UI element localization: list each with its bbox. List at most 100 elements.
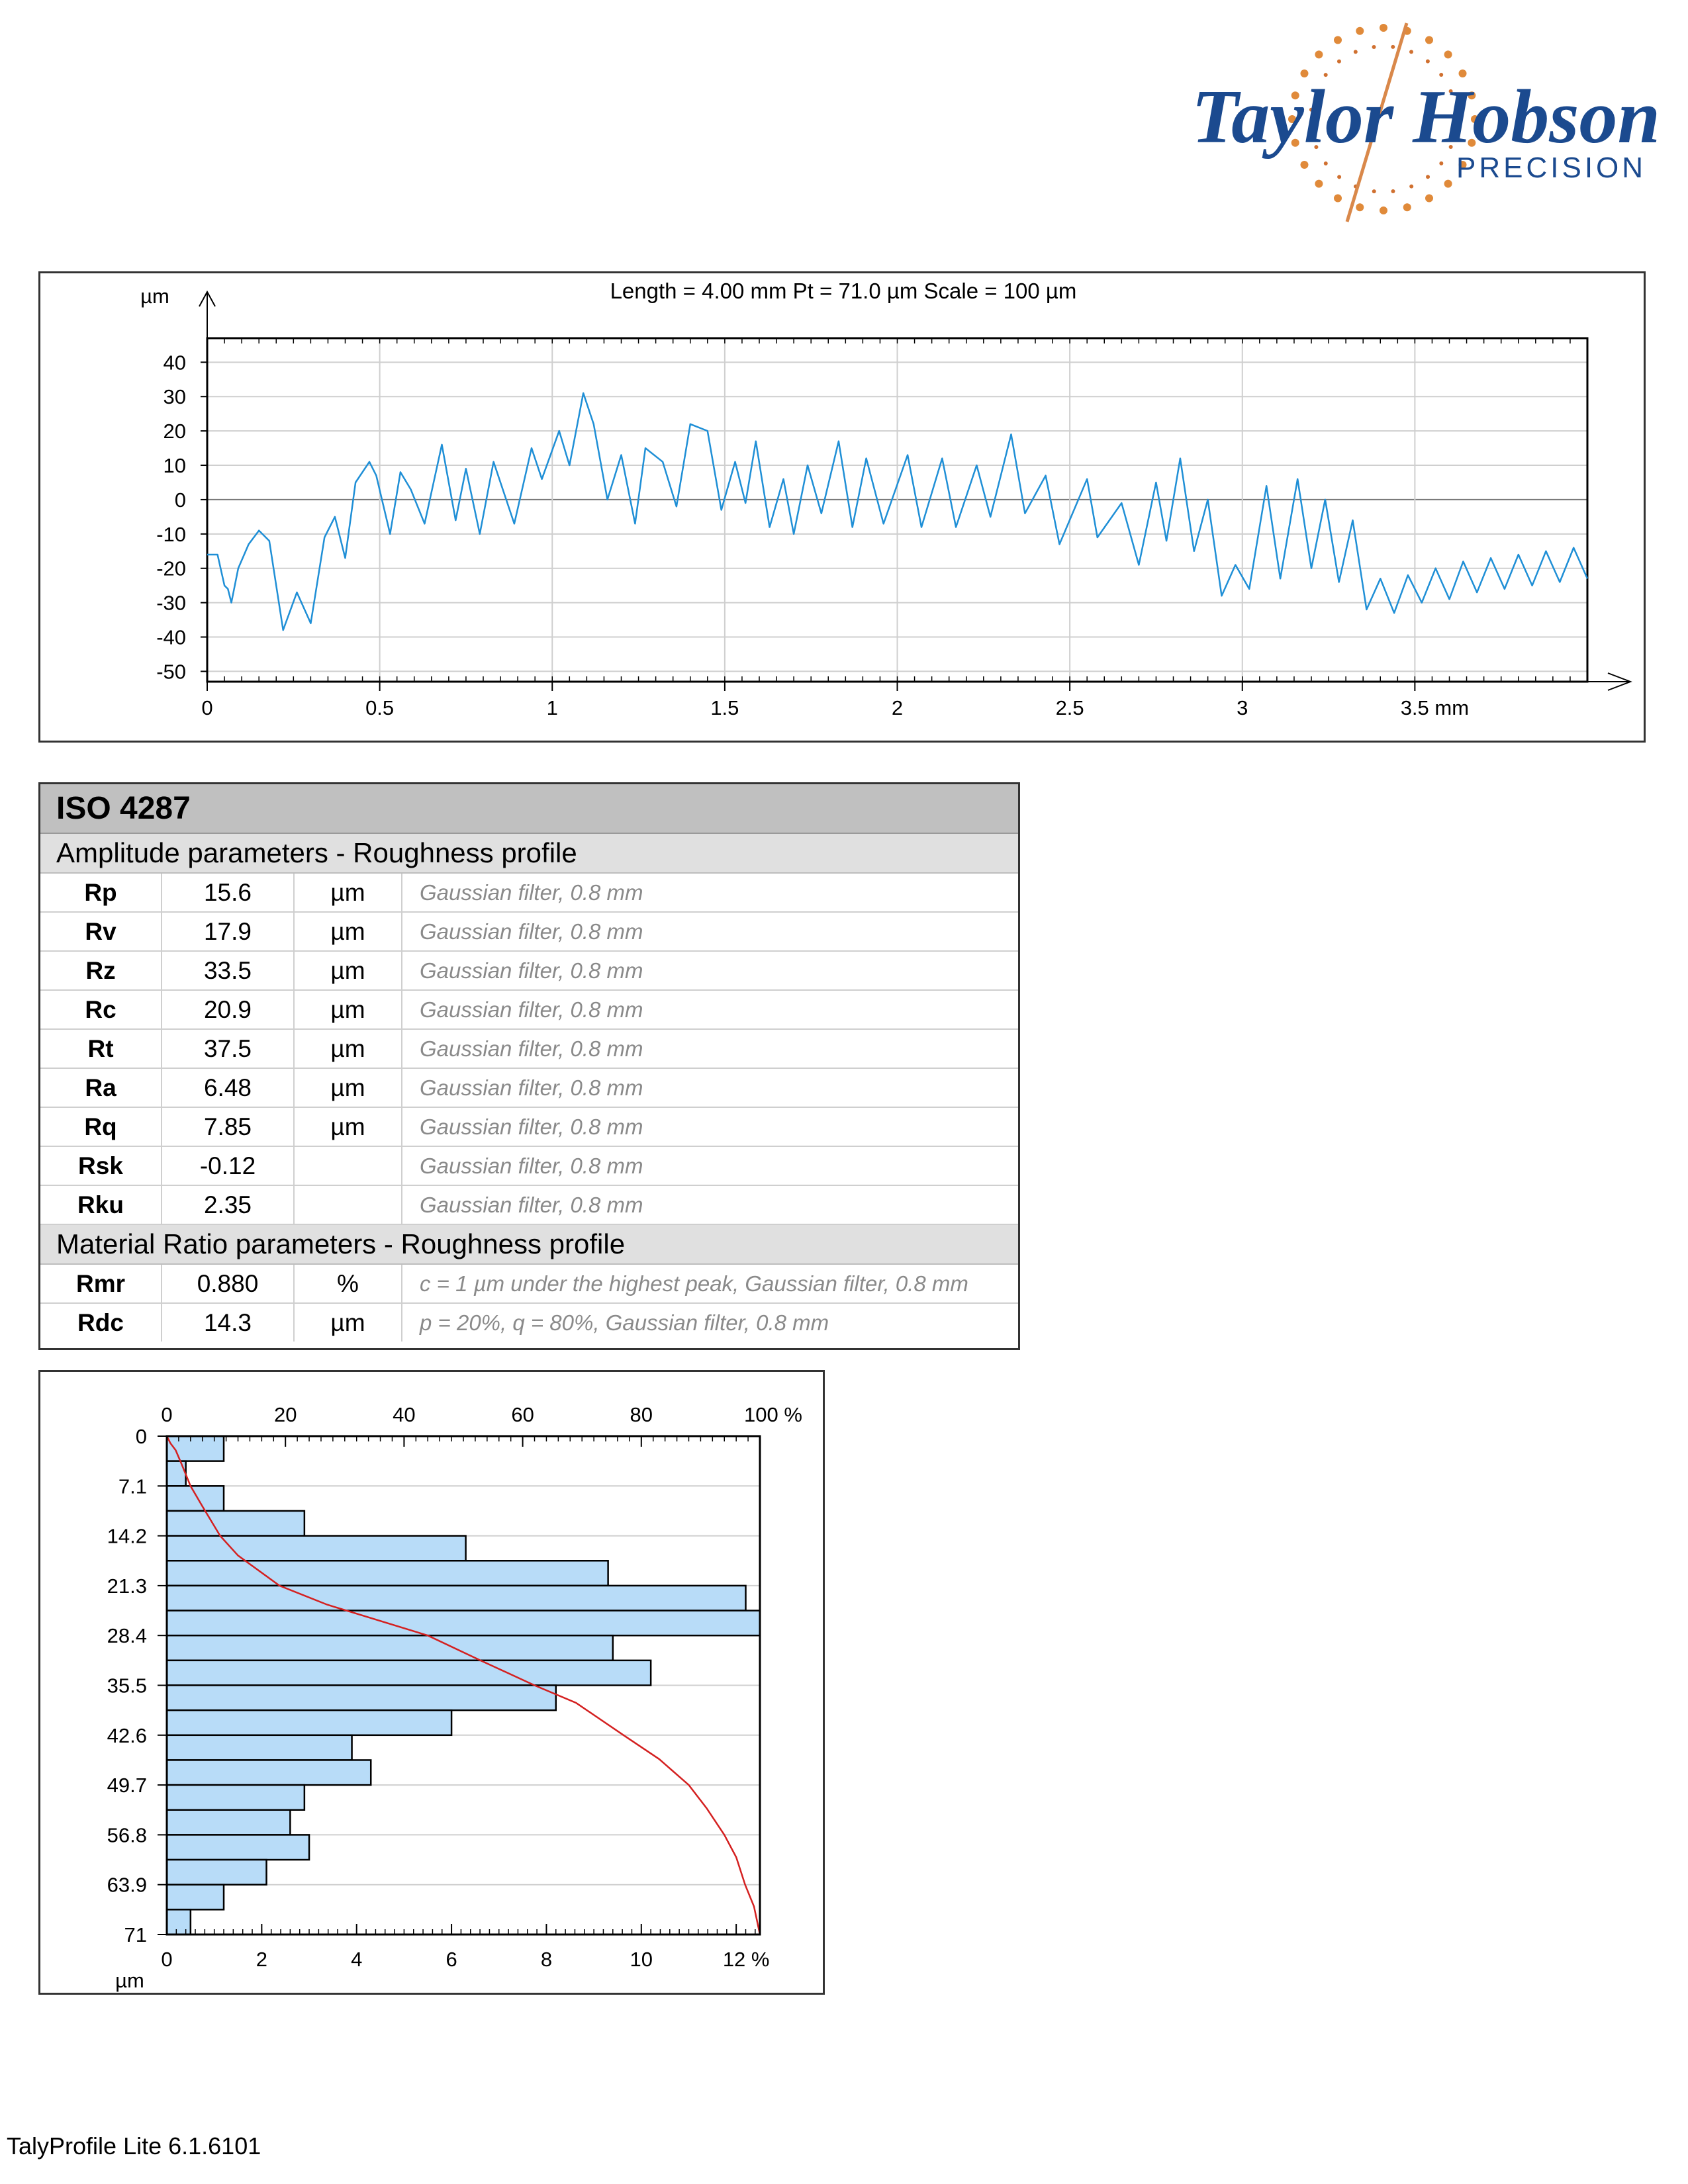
logo-brand-text: Taylor Hobson: [1192, 75, 1660, 159]
logo-sub-text: PRECISION: [1456, 152, 1646, 184]
profile-chart-panel: Length = 4.00 mm Pt = 71.0 µm Scale = 10…: [38, 271, 1646, 743]
param-name: Rdc: [40, 1303, 162, 1342]
section-row: Material Ratio parameters - Roughness pr…: [40, 1224, 1018, 1265]
profile-y-tick-label: -20: [156, 557, 186, 580]
logo-dot: [1356, 203, 1364, 212]
param-value: 14.3: [162, 1303, 295, 1342]
table-row: Rc 20.9 µm Gaussian filter, 0.8 mm: [40, 990, 1018, 1030]
amplitude-section-header: Amplitude parameters - Roughness profile: [40, 833, 1018, 874]
histogram-top-tick-label: 80: [630, 1403, 653, 1426]
profile-line: [207, 392, 1589, 631]
profile-x-tick-label: 3: [1237, 696, 1248, 719]
logo-dot: [1337, 175, 1342, 179]
param-unit: µm: [294, 1107, 402, 1147]
software-version-footer: TalyProfile Lite 6.1.6101: [7, 2132, 261, 2160]
logo-dot: [1444, 50, 1452, 59]
param-unit: µm: [294, 1068, 402, 1108]
table-row: Rz 33.5 µm Gaussian filter, 0.8 mm: [40, 951, 1018, 991]
profile-y-tick-label: -30: [156, 592, 186, 615]
logo-dot: [1444, 179, 1452, 188]
param-name: Rp: [40, 873, 162, 913]
logo-dot: [1448, 89, 1453, 93]
param-value: 20.9: [162, 990, 295, 1030]
profile-x-axis-arrow: [1607, 672, 1632, 691]
histogram-y-unit: µm: [115, 1969, 144, 1992]
profile-y-tick-label: -10: [156, 523, 186, 546]
logo-dot: [1288, 115, 1296, 123]
param-unit: µm: [294, 873, 402, 913]
param-note: Gaussian filter, 0.8 mm: [402, 990, 1018, 1030]
logo-sunburst-icon: [1288, 23, 1479, 222]
param-name: Rt: [40, 1029, 162, 1069]
amplitude-distribution-panel: 0 7.1 14.2 21.3 28.4 35.5 42.6 49.7 56.8 63.9 71 0…: [38, 1370, 825, 1995]
histogram-bar: [165, 1909, 192, 1936]
logo-dot: [1425, 194, 1433, 203]
logo-dot: [1380, 206, 1387, 214]
logo-dot: [1309, 126, 1313, 131]
param-value: 0.880: [162, 1264, 295, 1304]
param-value: 15.6: [162, 873, 295, 913]
amplitude-distribution-chart: 0 7.1 14.2 21.3 28.4 35.5 42.6 49.7 56.8 63.9 71 0…: [107, 1403, 802, 1992]
histogram-y-tick-label: 42.6: [107, 1724, 147, 1747]
logo-dot: [1291, 138, 1299, 147]
logo-dot: [1300, 69, 1309, 77]
logo-dot: [1380, 24, 1387, 32]
histogram-bottom-tick-label: 0: [161, 1948, 172, 1971]
logo-dot: [1448, 145, 1453, 150]
histogram-bar: [165, 1610, 761, 1637]
logo-dot: [1334, 194, 1342, 203]
param-name: Rsk: [40, 1146, 162, 1186]
logo-dot: [1372, 44, 1376, 49]
profile-y-tick-label: 10: [164, 454, 186, 477]
profile-y-unit: µm: [140, 285, 169, 308]
param-unit: %: [294, 1264, 402, 1304]
logo-dot: [1426, 175, 1430, 179]
logo-dot: [1314, 145, 1319, 150]
profile-x-tick-label: 0.5: [365, 696, 394, 719]
param-note: p = 20%, q = 80%, Gaussian filter, 0.8 m…: [420, 1310, 829, 1335]
histogram-bar: [165, 1560, 609, 1587]
profile-header: Length = 4.00 mm Pt = 71.0 µm Scale = 10…: [610, 279, 1077, 303]
param-value: 2.35: [162, 1185, 295, 1225]
histogram-bottom-tick-label: 10: [630, 1948, 653, 1971]
logo-dot: [1314, 89, 1319, 93]
param-unit: µm: [294, 912, 402, 952]
profile-y-axis-arrow: [199, 290, 216, 307]
material-ratio-curve: [165, 1435, 761, 1935]
histogram-y-tick-label: 63.9: [107, 1874, 147, 1897]
param-note: Gaussian filter, 0.8 mm: [402, 951, 1018, 991]
param-note: Gaussian filter, 0.8 mm: [402, 873, 1018, 913]
param-value: 17.9: [162, 912, 295, 952]
logo-dot: [1458, 161, 1467, 169]
histogram-bar: [165, 1709, 453, 1737]
param-name: Ra: [40, 1068, 162, 1108]
logo-dot: [1425, 36, 1433, 44]
logo-dot: [1353, 50, 1358, 54]
param-unit: [294, 1146, 402, 1186]
profile-x-tick-label: 1: [547, 696, 558, 719]
logo-dot: [1454, 126, 1458, 131]
param-name: Rmr: [40, 1264, 162, 1304]
histogram-bottom-tick-label: 2: [256, 1948, 267, 1971]
histogram-top-tick-label: 100 %: [744, 1403, 802, 1426]
param-note: Gaussian filter, 0.8 mm: [402, 912, 1018, 952]
histogram-bottom-tick-label: 4: [351, 1948, 362, 1971]
histogram-bottom-tick-label: 6: [445, 1948, 457, 1971]
histogram-bar: [165, 1485, 225, 1512]
histogram-bar: [165, 1460, 187, 1487]
logo-dot: [1471, 115, 1479, 123]
profile-chart: Length = 4.00 mm Pt = 71.0 µm Scale = 10…: [140, 279, 1632, 719]
table-row: Rq 7.85 µm Gaussian filter, 0.8 mm: [40, 1107, 1018, 1147]
param-name: Rc: [40, 990, 162, 1030]
param-note: Gaussian filter, 0.8 mm: [402, 1029, 1018, 1069]
table-row: Rmr 0.880% c = 1 µm under the highest peak…: [40, 1264, 1018, 1304]
logo-dot: [1468, 91, 1476, 100]
profile-x-tick-label: 2: [892, 696, 903, 719]
iso-parameters-table: ISO 4287 Amplitude parameters - Roughness…: [40, 784, 1018, 1342]
logo-dot: [1425, 59, 1430, 64]
param-unit: µm: [294, 1029, 402, 1069]
histogram-bar: [165, 1809, 291, 1836]
table-row: Rt 37.5 µm Gaussian filter, 0.8 mm: [40, 1029, 1018, 1069]
logo-dot: [1468, 138, 1476, 147]
histogram-y-tick-label: 71: [124, 1923, 147, 1946]
